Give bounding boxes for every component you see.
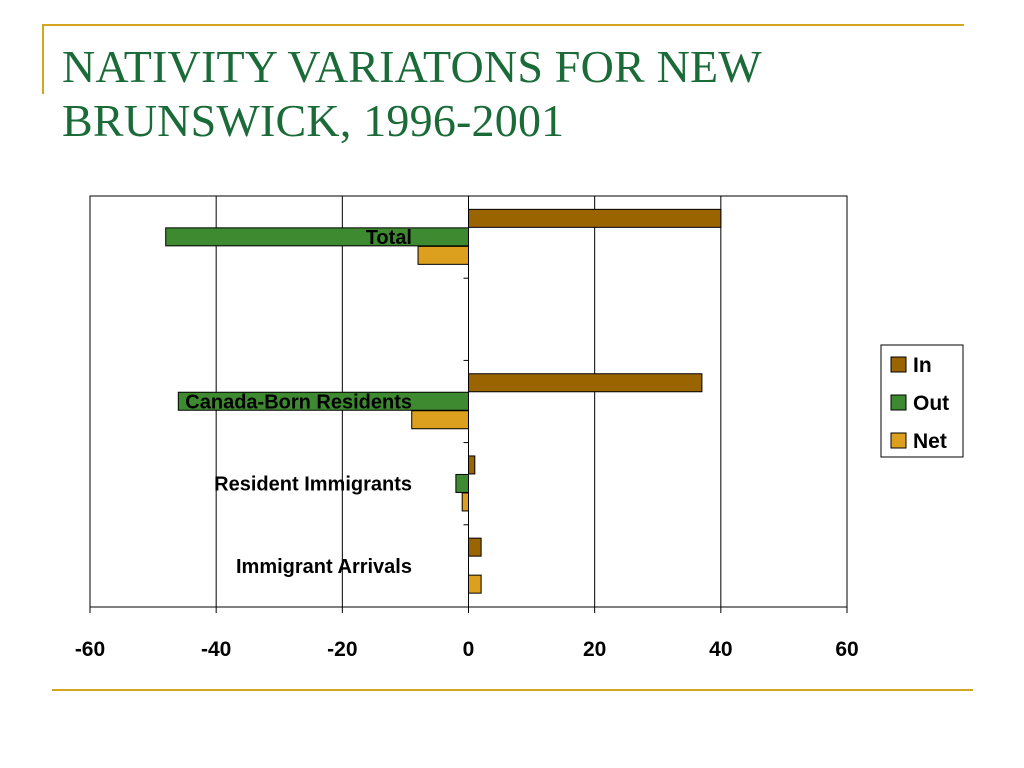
x-tick-label--60: -60 bbox=[75, 638, 105, 661]
legend-label-out: Out bbox=[913, 392, 949, 415]
bar-net-4 bbox=[468, 574, 482, 594]
top-accent-rule bbox=[42, 24, 964, 26]
bar-in-0 bbox=[468, 208, 722, 228]
bar-out-3 bbox=[455, 473, 469, 493]
bar-out-2 bbox=[177, 391, 469, 411]
x-tick-label-60: 60 bbox=[835, 638, 858, 661]
x-tick-label--20: -20 bbox=[327, 638, 357, 661]
legend-label-in: In bbox=[913, 354, 932, 377]
bar-in-2 bbox=[468, 373, 703, 393]
legend-swatch-in bbox=[890, 356, 907, 373]
category-label-3: Resident Immigrants bbox=[214, 474, 412, 496]
legend-swatch-net bbox=[890, 432, 907, 449]
bar-in-4 bbox=[468, 537, 482, 557]
bar-in-3 bbox=[468, 455, 476, 475]
bar-net-0 bbox=[417, 245, 469, 265]
bar-net-3 bbox=[461, 492, 470, 512]
x-tick-label-20: 20 bbox=[583, 638, 606, 661]
bar-net-2 bbox=[411, 410, 470, 430]
bottom-accent-rule bbox=[52, 689, 973, 691]
x-tick-label-0: 0 bbox=[463, 638, 475, 661]
slide-title: NATIVITY VARIATONS FOR NEW BRUNSWICK, 19… bbox=[62, 40, 962, 148]
legend-label-net: Net bbox=[913, 430, 947, 453]
category-label-2: Canada-Born Residents bbox=[185, 392, 412, 414]
legend-swatch-out bbox=[890, 394, 907, 411]
category-label-0: Total bbox=[366, 227, 412, 249]
slide-title-line-2: BRUNSWICK, 1996-2001 bbox=[62, 95, 565, 146]
x-tick-label--40: -40 bbox=[201, 638, 231, 661]
left-accent-rule bbox=[42, 24, 44, 94]
category-label-4: Immigrant Arrivals bbox=[236, 556, 412, 578]
bar-out-0 bbox=[165, 227, 469, 247]
x-tick-label-40: 40 bbox=[709, 638, 732, 661]
slide-title-line-1: NATIVITY VARIATONS FOR NEW bbox=[62, 41, 762, 92]
